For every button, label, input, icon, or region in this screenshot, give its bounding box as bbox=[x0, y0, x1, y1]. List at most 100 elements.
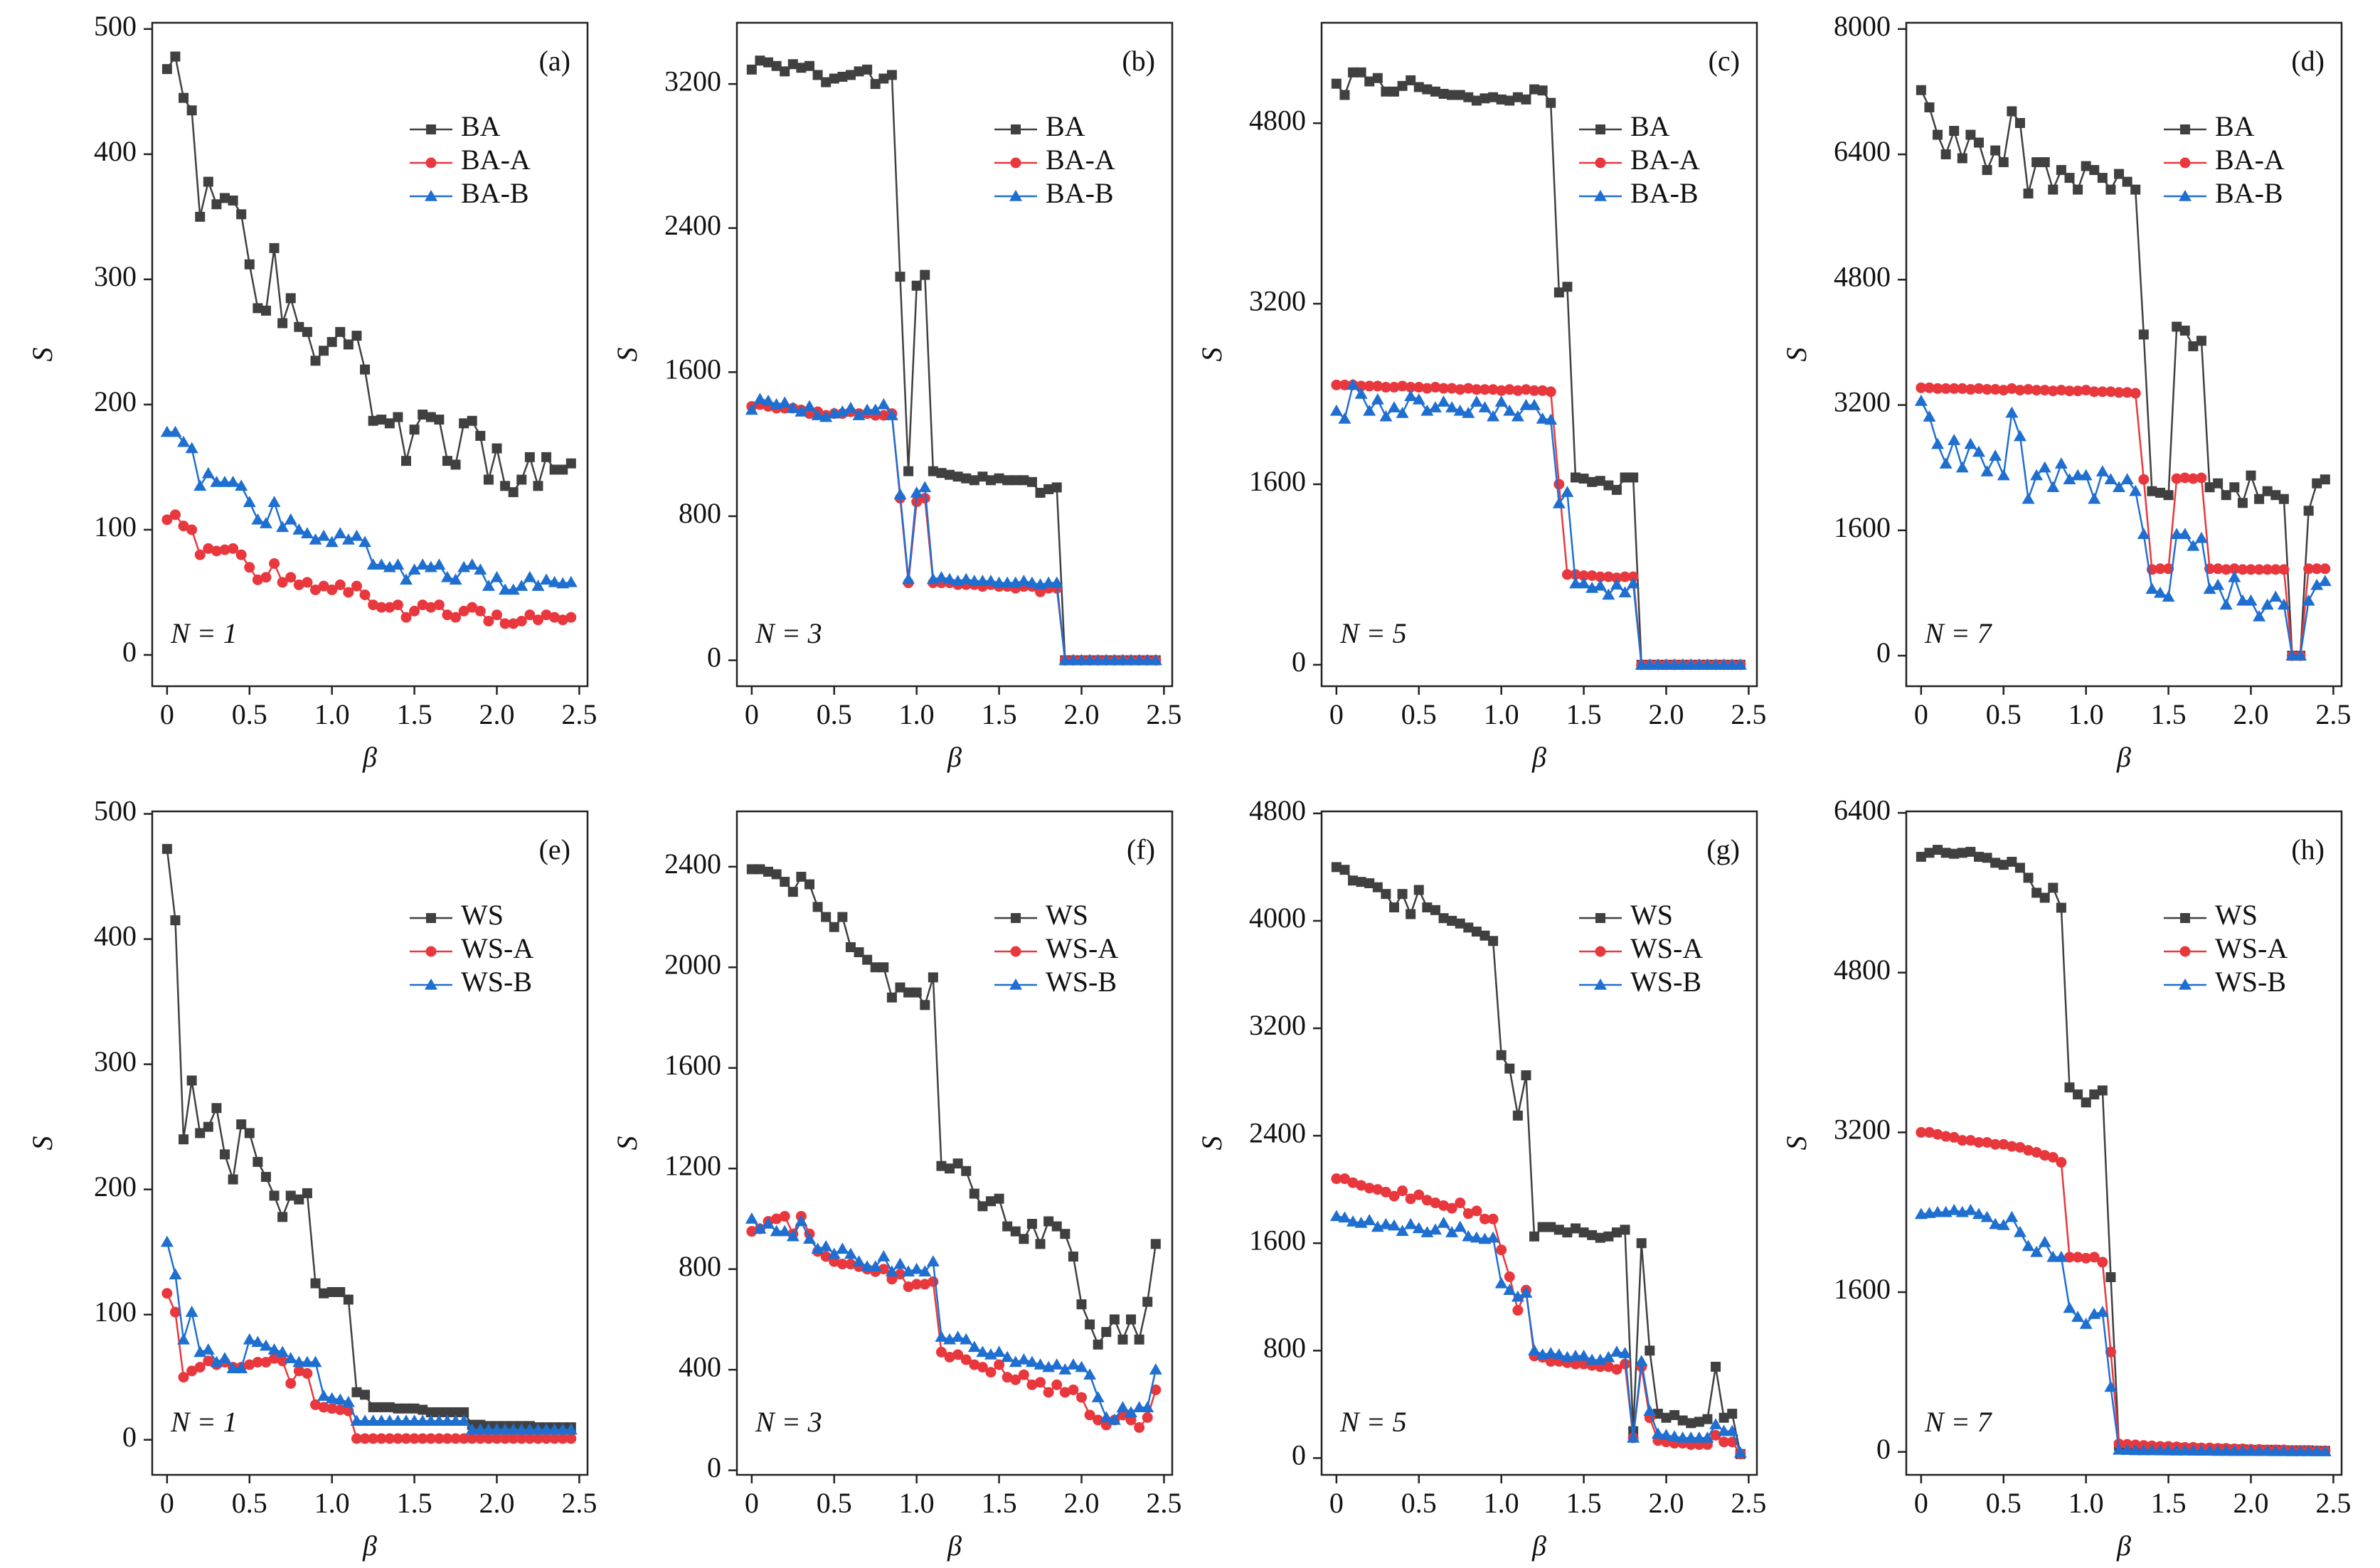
legend-marker bbox=[425, 190, 437, 201]
marker bbox=[195, 211, 206, 222]
marker bbox=[2213, 478, 2224, 489]
marker bbox=[1083, 654, 1097, 666]
annotation: N = 7 bbox=[1924, 1406, 1993, 1438]
marker bbox=[920, 1000, 930, 1010]
y-tick-label: 1600 bbox=[1249, 465, 1306, 497]
marker bbox=[1593, 579, 1607, 591]
marker bbox=[1702, 1414, 1713, 1424]
x-tick-label: 1.0 bbox=[314, 1487, 350, 1519]
marker bbox=[226, 476, 240, 487]
y-tick-label: 0 bbox=[707, 1451, 721, 1483]
marker bbox=[515, 580, 528, 591]
marker bbox=[203, 543, 214, 554]
marker bbox=[515, 1423, 528, 1435]
marker bbox=[1503, 1284, 1516, 1296]
legend-marker bbox=[1595, 946, 1606, 957]
marker bbox=[541, 452, 552, 462]
y-tick-label: 1600 bbox=[664, 1049, 721, 1081]
marker bbox=[2079, 469, 2093, 481]
marker bbox=[1010, 1374, 1021, 1385]
marker bbox=[911, 987, 922, 998]
y-tick-label: 4800 bbox=[1834, 954, 1891, 986]
marker bbox=[267, 1343, 281, 1355]
x-tick-label: 1.0 bbox=[2068, 1487, 2104, 1519]
marker bbox=[400, 1414, 413, 1426]
marker bbox=[442, 456, 452, 466]
marker bbox=[1562, 282, 1573, 292]
marker bbox=[1627, 571, 1639, 582]
marker bbox=[1733, 658, 1747, 670]
marker bbox=[450, 612, 462, 623]
marker bbox=[2056, 165, 2066, 176]
y-tick-label: 2000 bbox=[664, 948, 721, 980]
marker bbox=[992, 1345, 1006, 1358]
marker bbox=[885, 409, 898, 420]
marker bbox=[483, 1433, 494, 1444]
marker bbox=[2138, 329, 2149, 340]
marker bbox=[1974, 851, 1984, 862]
marker bbox=[1932, 1129, 1943, 1140]
marker bbox=[1019, 1234, 1029, 1244]
marker bbox=[911, 1279, 923, 1290]
marker bbox=[2047, 1152, 2058, 1163]
legend-label: BA-A bbox=[461, 144, 531, 176]
marker bbox=[259, 1339, 272, 1351]
marker bbox=[549, 1433, 561, 1444]
marker bbox=[302, 577, 313, 588]
plot-frame bbox=[735, 810, 1174, 1476]
marker bbox=[508, 487, 519, 498]
marker bbox=[2270, 490, 2281, 501]
marker bbox=[1546, 97, 1556, 108]
x-tick-label: 1.0 bbox=[899, 698, 935, 730]
y-tick-label: 300 bbox=[94, 1045, 137, 1077]
marker bbox=[1717, 1424, 1731, 1436]
marker bbox=[490, 1423, 504, 1435]
marker bbox=[943, 572, 957, 585]
x-tick-label: 0.5 bbox=[817, 698, 852, 730]
y-tick-label: 800 bbox=[679, 497, 721, 529]
marker bbox=[1412, 1222, 1425, 1234]
marker bbox=[1529, 1231, 1540, 1242]
marker bbox=[771, 869, 782, 880]
marker bbox=[343, 1294, 354, 1305]
marker bbox=[2246, 470, 2256, 481]
marker bbox=[318, 1402, 329, 1413]
marker bbox=[1026, 1219, 1037, 1230]
marker bbox=[2145, 1444, 2159, 1456]
marker bbox=[1389, 902, 1399, 913]
y-tick-label: 6400 bbox=[1834, 135, 1891, 167]
marker bbox=[2320, 474, 2330, 485]
marker bbox=[1329, 1210, 1343, 1222]
marker bbox=[1051, 1379, 1063, 1390]
marker bbox=[753, 393, 767, 405]
marker bbox=[787, 887, 798, 897]
marker bbox=[1002, 1372, 1013, 1383]
marker bbox=[1562, 1227, 1573, 1238]
marker bbox=[2031, 157, 2042, 168]
marker bbox=[524, 1433, 536, 1444]
marker bbox=[1595, 571, 1606, 582]
legend-marker bbox=[1009, 978, 1022, 990]
marker bbox=[1561, 486, 1574, 497]
marker bbox=[2046, 481, 2060, 492]
marker bbox=[870, 962, 881, 973]
annotation: N = 5 bbox=[1339, 617, 1407, 649]
marker bbox=[540, 573, 553, 585]
legend-marker bbox=[2179, 157, 2191, 169]
y-tick-label: 400 bbox=[94, 135, 137, 167]
marker bbox=[499, 1433, 511, 1444]
marker bbox=[474, 1433, 486, 1444]
marker bbox=[1141, 1401, 1154, 1412]
marker bbox=[1488, 936, 1499, 946]
marker bbox=[2228, 570, 2241, 582]
marker bbox=[317, 1390, 331, 1401]
x-tick-label: 0 bbox=[160, 1487, 174, 1519]
marker bbox=[201, 466, 215, 479]
marker bbox=[450, 1433, 462, 1444]
marker bbox=[893, 1257, 907, 1269]
panel: 0 0.5 1.0 1.5 2.0 2.5 0 100 200 300 400 500 β S WSWS-A… bbox=[26, 795, 597, 1562]
marker bbox=[1965, 384, 1976, 395]
x-tick-label: 1.5 bbox=[2151, 698, 2187, 730]
marker bbox=[778, 396, 792, 408]
legend-label: BA-A bbox=[2215, 144, 2285, 176]
